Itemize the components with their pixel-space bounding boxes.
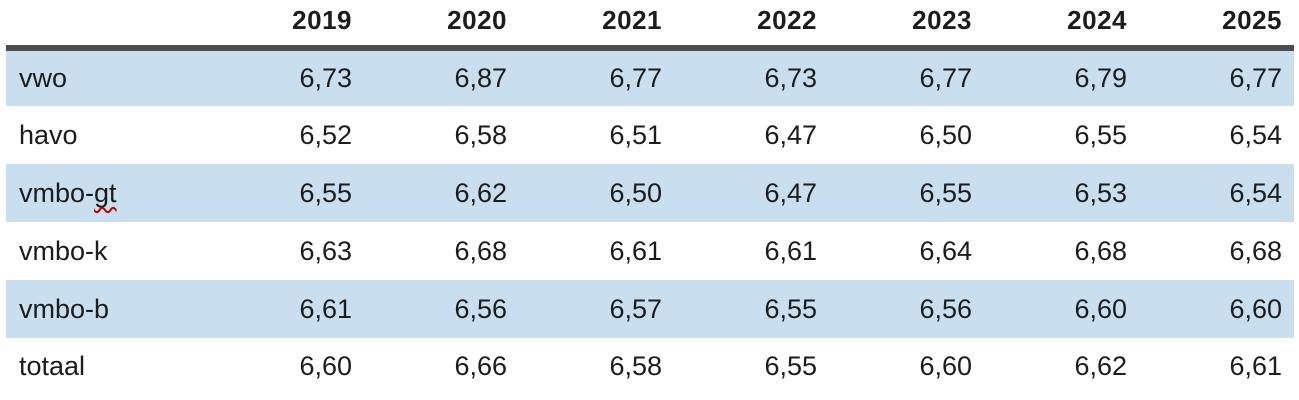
- table-cell: 6,60: [829, 338, 984, 394]
- row-label: havo: [6, 106, 209, 164]
- row-label: vmbo-gt: [6, 164, 209, 222]
- year-header-2024: 2024: [984, 0, 1139, 48]
- header-row: 2019 2020 2021 2022 2023 2024 2025: [6, 0, 1294, 48]
- table-cell: 6,61: [519, 222, 674, 280]
- row-label-text: vmbo-: [19, 177, 95, 208]
- row-label: vwo: [6, 48, 209, 106]
- table-cell: 6,87: [364, 48, 519, 106]
- table-cell: 6,77: [1139, 48, 1294, 106]
- year-header-2019: 2019: [209, 0, 364, 48]
- table-cell: 6,62: [984, 338, 1139, 394]
- table-cell: 6,56: [829, 280, 984, 338]
- row-label: vmbo-k: [6, 222, 209, 280]
- table-row-vwo: vwo 6,73 6,87 6,77 6,73 6,77 6,79 6,77: [6, 48, 1294, 106]
- table-cell: 6,77: [829, 48, 984, 106]
- row-label: totaal: [6, 338, 209, 394]
- table-cell: 6,54: [1139, 164, 1294, 222]
- table-cell: 6,55: [829, 164, 984, 222]
- table-header: 2019 2020 2021 2022 2023 2024 2025: [6, 0, 1294, 48]
- table-cell: 6,73: [674, 48, 829, 106]
- table-cell: 6,77: [519, 48, 674, 106]
- table-cell: 6,57: [519, 280, 674, 338]
- row-label: vmbo-b: [6, 280, 209, 338]
- table-cell: 6,58: [519, 338, 674, 394]
- table-cell: 6,64: [829, 222, 984, 280]
- scores-table: 2019 2020 2021 2022 2023 2024 2025 vwo 6…: [6, 0, 1294, 394]
- table-row-vmbo-b: vmbo-b 6,61 6,56 6,57 6,55 6,56 6,60 6,6…: [6, 280, 1294, 338]
- table-cell: 6,79: [984, 48, 1139, 106]
- table-cell: 6,47: [674, 164, 829, 222]
- table-cell: 6,63: [209, 222, 364, 280]
- table-row-totaal: totaal 6,60 6,66 6,58 6,55 6,60 6,62 6,6…: [6, 338, 1294, 394]
- table-cell: 6,52: [209, 106, 364, 164]
- year-header-2023: 2023: [829, 0, 984, 48]
- year-header-2025: 2025: [1139, 0, 1294, 48]
- table-cell: 6,61: [1139, 338, 1294, 394]
- table-body: vwo 6,73 6,87 6,77 6,73 6,77 6,79 6,77 h…: [6, 48, 1294, 394]
- table-cell: 6,60: [1139, 280, 1294, 338]
- year-header-2021: 2021: [519, 0, 674, 48]
- table-cell: 6,61: [209, 280, 364, 338]
- table-row-vmbo-gt: vmbo-gt 6,55 6,62 6,50 6,47 6,55 6,53 6,…: [6, 164, 1294, 222]
- table-cell: 6,68: [364, 222, 519, 280]
- table-cell: 6,61: [674, 222, 829, 280]
- table-cell: 6,51: [519, 106, 674, 164]
- table-cell: 6,68: [1139, 222, 1294, 280]
- table-cell: 6,73: [209, 48, 364, 106]
- table-row-havo: havo 6,52 6,58 6,51 6,47 6,50 6,55 6,54: [6, 106, 1294, 164]
- table-cell: 6,55: [209, 164, 364, 222]
- table-cell: 6,50: [829, 106, 984, 164]
- label-column-header: [6, 0, 209, 48]
- table-cell: 6,66: [364, 338, 519, 394]
- table-cell: 6,55: [674, 280, 829, 338]
- table-cell: 6,62: [364, 164, 519, 222]
- year-header-2022: 2022: [674, 0, 829, 48]
- year-header-2020: 2020: [364, 0, 519, 48]
- table-cell: 6,56: [364, 280, 519, 338]
- table-row-vmbo-k: vmbo-k 6,63 6,68 6,61 6,61 6,64 6,68 6,6…: [6, 222, 1294, 280]
- table-cell: 6,55: [674, 338, 829, 394]
- table-cell: 6,55: [984, 106, 1139, 164]
- spellcheck-underline: gt: [94, 177, 117, 208]
- table-cell: 6,54: [1139, 106, 1294, 164]
- table-cell: 6,53: [984, 164, 1139, 222]
- table-cell: 6,60: [209, 338, 364, 394]
- table-cell: 6,47: [674, 106, 829, 164]
- table-cell: 6,60: [984, 280, 1139, 338]
- table-cell: 6,68: [984, 222, 1139, 280]
- table-cell: 6,58: [364, 106, 519, 164]
- table-cell: 6,50: [519, 164, 674, 222]
